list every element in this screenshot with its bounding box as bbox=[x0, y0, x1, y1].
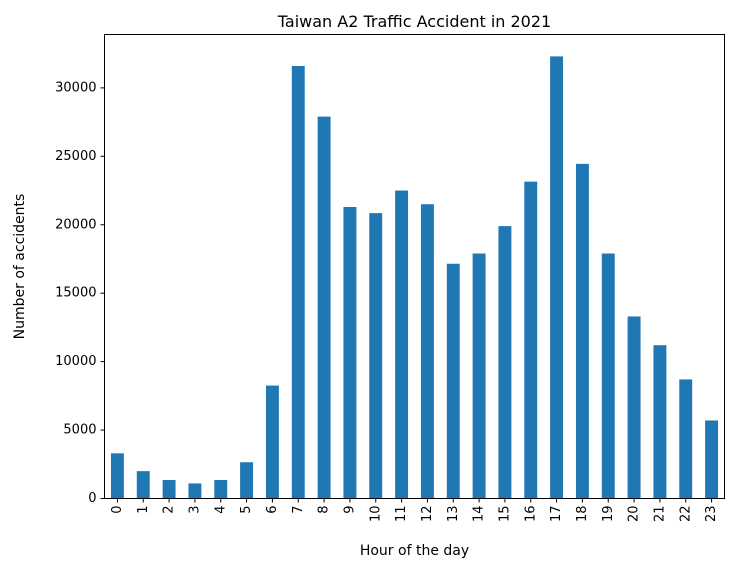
y-tick-label: 30000 bbox=[55, 80, 96, 95]
bar-hour-11 bbox=[395, 190, 409, 499]
x-tick-label: 9 bbox=[342, 506, 357, 514]
bar-hour-0 bbox=[110, 453, 124, 499]
x-tick-label: 17 bbox=[549, 506, 564, 523]
bar-hour-17 bbox=[550, 56, 564, 499]
y-tick-label: 25000 bbox=[55, 149, 96, 164]
y-tick-label: 0 bbox=[88, 491, 96, 506]
bar-hour-21 bbox=[653, 345, 667, 499]
x-tick-label: 19 bbox=[601, 506, 616, 523]
x-tick-label: 15 bbox=[497, 506, 512, 523]
x-tick-label: 7 bbox=[291, 506, 306, 514]
bar-hour-2 bbox=[162, 480, 176, 499]
x-tick-label: 14 bbox=[472, 506, 487, 523]
x-axis: 0 1 2 3 4 5 6 7 8 9 10 11 12 13 14 15 16 17 18 19 20 21 22 23 bbox=[110, 498, 719, 523]
bar-hour-18 bbox=[575, 163, 589, 499]
bar-hour-14 bbox=[472, 253, 486, 499]
bar-hour-23 bbox=[705, 420, 719, 499]
x-tick-label: 20 bbox=[627, 506, 642, 523]
y-tick-label: 20000 bbox=[55, 217, 96, 232]
y-axis-label: Number of accidents bbox=[12, 194, 28, 340]
chart-title: Taiwan A2 Traffic Accident in 2021 bbox=[277, 12, 551, 31]
bars-group bbox=[110, 56, 719, 499]
bar-hour-1 bbox=[136, 471, 150, 499]
bar-hour-13 bbox=[446, 263, 460, 499]
x-tick-label: 16 bbox=[523, 506, 538, 523]
x-tick-label: 23 bbox=[704, 506, 719, 523]
bar-hour-20 bbox=[627, 316, 641, 499]
bar-hour-6 bbox=[265, 385, 279, 499]
x-tick-label: 22 bbox=[678, 506, 693, 523]
x-tick-label: 3 bbox=[187, 506, 202, 514]
bar-hour-4 bbox=[214, 480, 228, 499]
bar-hour-16 bbox=[524, 181, 538, 499]
bar-hour-12 bbox=[420, 204, 434, 499]
x-tick-label: 8 bbox=[317, 506, 332, 514]
x-tick-label: 13 bbox=[446, 506, 461, 523]
bar-hour-9 bbox=[343, 206, 357, 499]
bar-hour-10 bbox=[369, 213, 383, 499]
plot-frame bbox=[104, 34, 725, 499]
y-axis: 0 5000 10000 15000 20000 25000 30000 bbox=[55, 80, 105, 506]
x-tick-label: 12 bbox=[420, 506, 435, 523]
y-tick-label: 5000 bbox=[63, 423, 96, 438]
x-tick-label: 21 bbox=[652, 506, 667, 523]
x-tick-label: 2 bbox=[162, 506, 177, 514]
x-tick-label: 1 bbox=[136, 506, 151, 514]
x-tick-label: 4 bbox=[213, 506, 228, 514]
x-tick-label: 10 bbox=[368, 506, 383, 523]
bar-hour-22 bbox=[679, 379, 693, 499]
bar-hour-15 bbox=[498, 226, 512, 499]
y-tick-label: 15000 bbox=[55, 286, 96, 301]
x-tick-label: 5 bbox=[239, 506, 254, 514]
x-axis-label: Hour of the day bbox=[360, 543, 469, 559]
x-tick-label: 11 bbox=[394, 506, 409, 523]
bar-hour-3 bbox=[188, 483, 202, 499]
bar-hour-19 bbox=[601, 253, 615, 499]
bar-hour-8 bbox=[317, 116, 331, 499]
bar-hour-7 bbox=[291, 65, 305, 499]
x-tick-label: 18 bbox=[575, 506, 590, 523]
x-tick-label: 0 bbox=[110, 506, 125, 514]
y-tick-label: 10000 bbox=[55, 354, 96, 369]
x-tick-label: 6 bbox=[265, 506, 280, 514]
bar-hour-5 bbox=[240, 462, 254, 499]
